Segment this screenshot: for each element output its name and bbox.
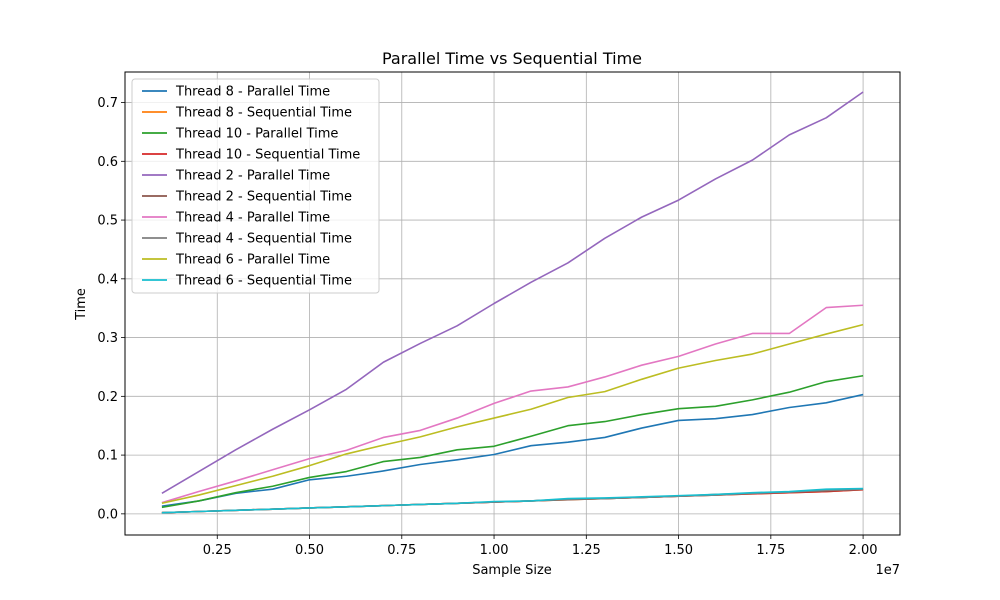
x-tick-label: 2.00: [849, 543, 878, 558]
x-tick-label: 1.00: [480, 543, 509, 558]
legend-entry: Thread 6 - Parallel Time: [175, 253, 330, 268]
y-tick-label: 0.7: [97, 96, 118, 111]
legend-entry: Thread 4 - Sequential Time: [175, 232, 352, 247]
y-tick-label: 0.2: [97, 390, 118, 405]
legend-box: [131, 78, 380, 294]
series-lines: [161, 91, 864, 514]
legend-entry: Thread 2 - Parallel Time: [175, 169, 330, 184]
series-line-3: [161, 374, 864, 509]
legend-entry: Thread 10 - Sequential Time: [175, 148, 360, 163]
legend-entry: Thread 2 - Sequential Time: [175, 190, 352, 205]
x-tick-label: 1.50: [664, 543, 693, 558]
series-line-7: [161, 304, 864, 504]
ticks: 0.25 0.50 0.75 1.00 1.25 1.50 1.75 2.00 0.0 0.1 0.…: [97, 96, 877, 558]
legend-entry: Thread 10 - Parallel Time: [175, 127, 338, 142]
series-line-1: [161, 393, 864, 508]
y-tick-label: 0.5: [97, 214, 118, 229]
x-axis-offset-label: 1e7: [875, 563, 900, 578]
x-tick-label: 0.75: [387, 543, 416, 558]
legend-entry: Thread 6 - Sequential Time: [175, 274, 352, 289]
chart-title: Parallel Time vs Sequential Time: [382, 49, 642, 68]
x-axis-label: Sample Size: [472, 563, 552, 578]
legend-entry: Thread 8 - Parallel Time: [175, 85, 330, 100]
x-tick-label: 0.50: [295, 543, 324, 558]
y-tick-label: 0.0: [97, 507, 118, 522]
y-tick-label: 0.4: [97, 272, 118, 287]
legend-entry: Thread 8 - Sequential Time: [175, 106, 352, 121]
series-line-9: [161, 323, 864, 505]
x-tick-label: 0.25: [203, 543, 232, 558]
y-axis-label: Time: [74, 288, 89, 321]
legend: Thread 8 - Parallel Time Thread 8 - Seque…: [131, 78, 380, 294]
y-tick-label: 0.6: [97, 155, 118, 170]
x-tick-label: 1.75: [756, 543, 785, 558]
plot-frame: [124, 71, 901, 536]
x-tick-label: 1.25: [572, 543, 601, 558]
y-tick-label: 0.3: [97, 331, 118, 346]
series-line-10: [161, 487, 864, 514]
legend-entry: Thread 4 - Parallel Time: [175, 211, 330, 226]
y-tick-label: 0.1: [97, 449, 118, 464]
series-line-5: [161, 91, 864, 494]
